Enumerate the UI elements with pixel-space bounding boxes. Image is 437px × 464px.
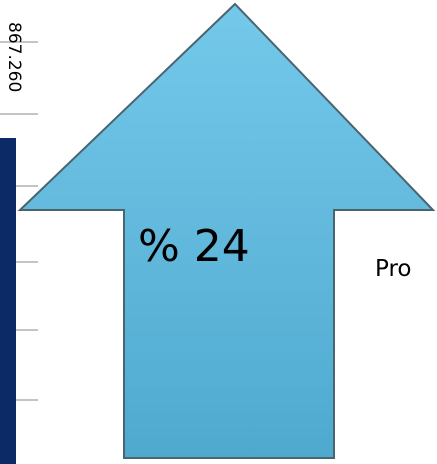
data-label-0: 867.260 [4,22,24,92]
data-labels-group: 867.260 [4,22,24,92]
arrow-callout-text: % 24 [138,221,250,272]
side-label: Pro [375,256,412,282]
up-arrow-icon [17,2,436,459]
bars-group [0,138,16,464]
bar-0 [0,138,16,464]
